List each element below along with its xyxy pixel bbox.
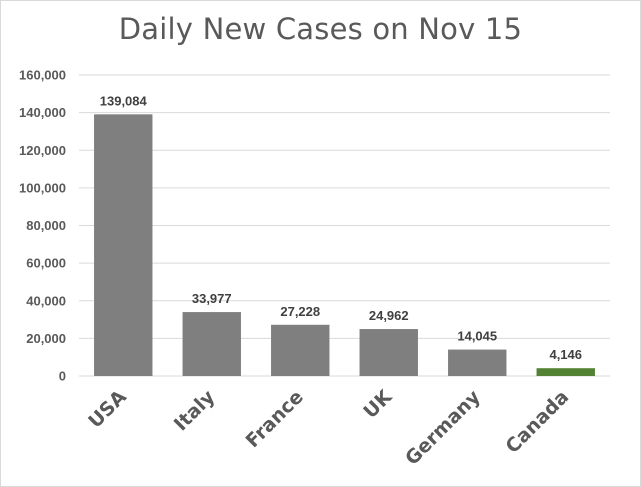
x-category-label: USA	[84, 386, 131, 433]
y-tick-label: 0	[59, 369, 66, 384]
x-category-label: Canada	[501, 386, 573, 458]
x-category-label: France	[242, 386, 308, 452]
data-label: 24,962	[369, 308, 409, 323]
y-tick-label: 60,000	[26, 256, 66, 271]
y-tick-label: 80,000	[26, 218, 66, 233]
x-category-label: UK	[359, 385, 397, 423]
data-label: 14,045	[457, 329, 497, 344]
chart-title: Daily New Cases on Nov 15	[118, 12, 523, 46]
y-tick-label: 160,000	[19, 68, 66, 83]
y-tick-label: 20,000	[26, 331, 66, 346]
x-category-label: Italy	[170, 386, 220, 436]
bar-canada	[536, 368, 595, 376]
x-category-label: Germany	[401, 386, 485, 470]
bar-usa	[94, 114, 153, 376]
data-label: 27,228	[280, 304, 320, 319]
bar-italy	[182, 312, 241, 376]
y-tick-label: 120,000	[19, 143, 66, 158]
bar-uk	[359, 329, 418, 376]
bar-germany	[448, 349, 507, 376]
y-tick-label: 100,000	[19, 180, 66, 195]
data-label: 33,977	[192, 291, 232, 306]
y-tick-label: 40,000	[26, 293, 66, 308]
bar-france	[271, 324, 330, 376]
data-label: 139,084	[100, 93, 148, 108]
data-label: 4,146	[549, 347, 582, 362]
y-tick-label: 140,000	[19, 105, 66, 120]
